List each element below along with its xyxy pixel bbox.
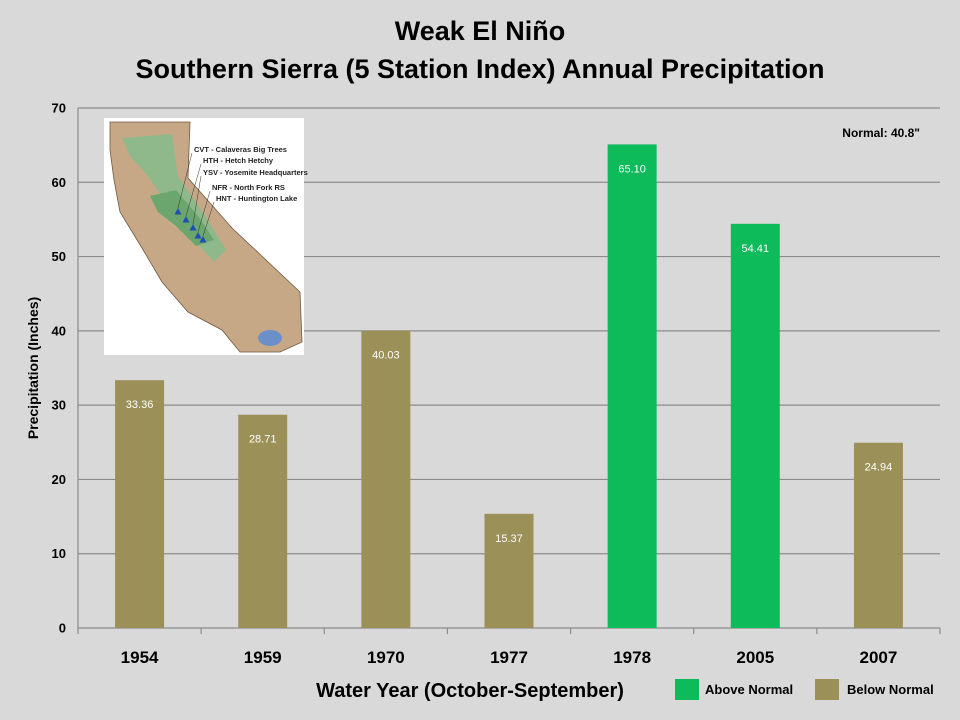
x-tick-label: 1978 [613, 648, 651, 667]
bar-2005 [730, 223, 780, 628]
chart-title: Weak El Niño Southern Sierra (5 Station … [0, 12, 960, 88]
legend-label-below: Below Normal [847, 682, 934, 697]
chart-title-line-2: Southern Sierra (5 Station Index) Annual… [135, 54, 825, 84]
station-label: CVT - Calaveras Big Trees [194, 145, 287, 154]
y-tick-label: 70 [52, 101, 66, 116]
bar-value-label: 28.71 [249, 434, 277, 446]
bar-value-label: 65.10 [618, 163, 646, 175]
bar-1959 [238, 414, 288, 628]
legend-label-above: Above Normal [705, 682, 793, 697]
bar-1970 [361, 330, 411, 628]
y-tick-label: 20 [52, 472, 66, 487]
bar-1977 [484, 513, 534, 628]
california-station-map: CVT - Calaveras Big Trees HTH - Hetch Het… [104, 118, 308, 355]
y-tick-label: 30 [52, 398, 66, 413]
x-axis-title: Water Year (October-September) [316, 680, 624, 702]
bar-value-label: 15.37 [495, 533, 523, 545]
station-marker [194, 232, 202, 239]
station-leader-line [192, 175, 202, 225]
y-axis-title: Precipitation (Inches) [25, 297, 41, 439]
station-marker [182, 216, 190, 223]
station-marker [199, 236, 207, 243]
y-tick-label: 60 [52, 175, 66, 190]
x-tick-label: 2005 [736, 648, 774, 667]
y-tick-label: 10 [52, 546, 66, 561]
bar-value-label: 54.41 [742, 243, 770, 255]
normal-annotation: Normal: 40.8" [842, 126, 920, 140]
x-tick-label: 1970 [367, 648, 405, 667]
station-leader-line [197, 190, 211, 233]
x-tick-label: 2007 [860, 648, 898, 667]
lake-shape [258, 330, 282, 346]
y-tick-label: 40 [52, 323, 66, 338]
bar-1978 [607, 144, 657, 628]
bar-1954 [115, 380, 165, 628]
y-tick-label: 50 [52, 249, 66, 264]
station-marker [189, 224, 197, 231]
bar-2007 [853, 442, 903, 628]
chart-text: 0 10 20 30 40 50 60 70 33.36 1954 28.71 1959 40.03 19… [25, 101, 934, 703]
station-leader-line [177, 152, 193, 209]
station-label: HNT - Huntington Lake [216, 194, 297, 203]
bar-value-label: 24.94 [865, 462, 893, 474]
chart-title-line-1: Weak El Niño [394, 16, 566, 46]
station-label: HTH - Hetch Hetchy [203, 156, 274, 165]
bar-value-label: 33.36 [126, 399, 154, 411]
station-leader-line [202, 201, 215, 237]
legend-swatch-below [815, 679, 839, 700]
x-tick-label: 1959 [244, 648, 282, 667]
x-tick-label: 1954 [121, 648, 159, 667]
station-leader-line [185, 163, 202, 217]
station-label: YSV - Yosemite Headquarters [203, 168, 308, 177]
bar-value-label: 40.03 [372, 350, 400, 362]
bars [115, 144, 903, 628]
x-tick-label: 1977 [490, 648, 528, 667]
station-marker [174, 208, 182, 215]
legend-swatch-above [675, 679, 699, 700]
y-tick-label: 0 [59, 621, 66, 636]
station-label: NFR - North Fork RS [212, 183, 285, 192]
